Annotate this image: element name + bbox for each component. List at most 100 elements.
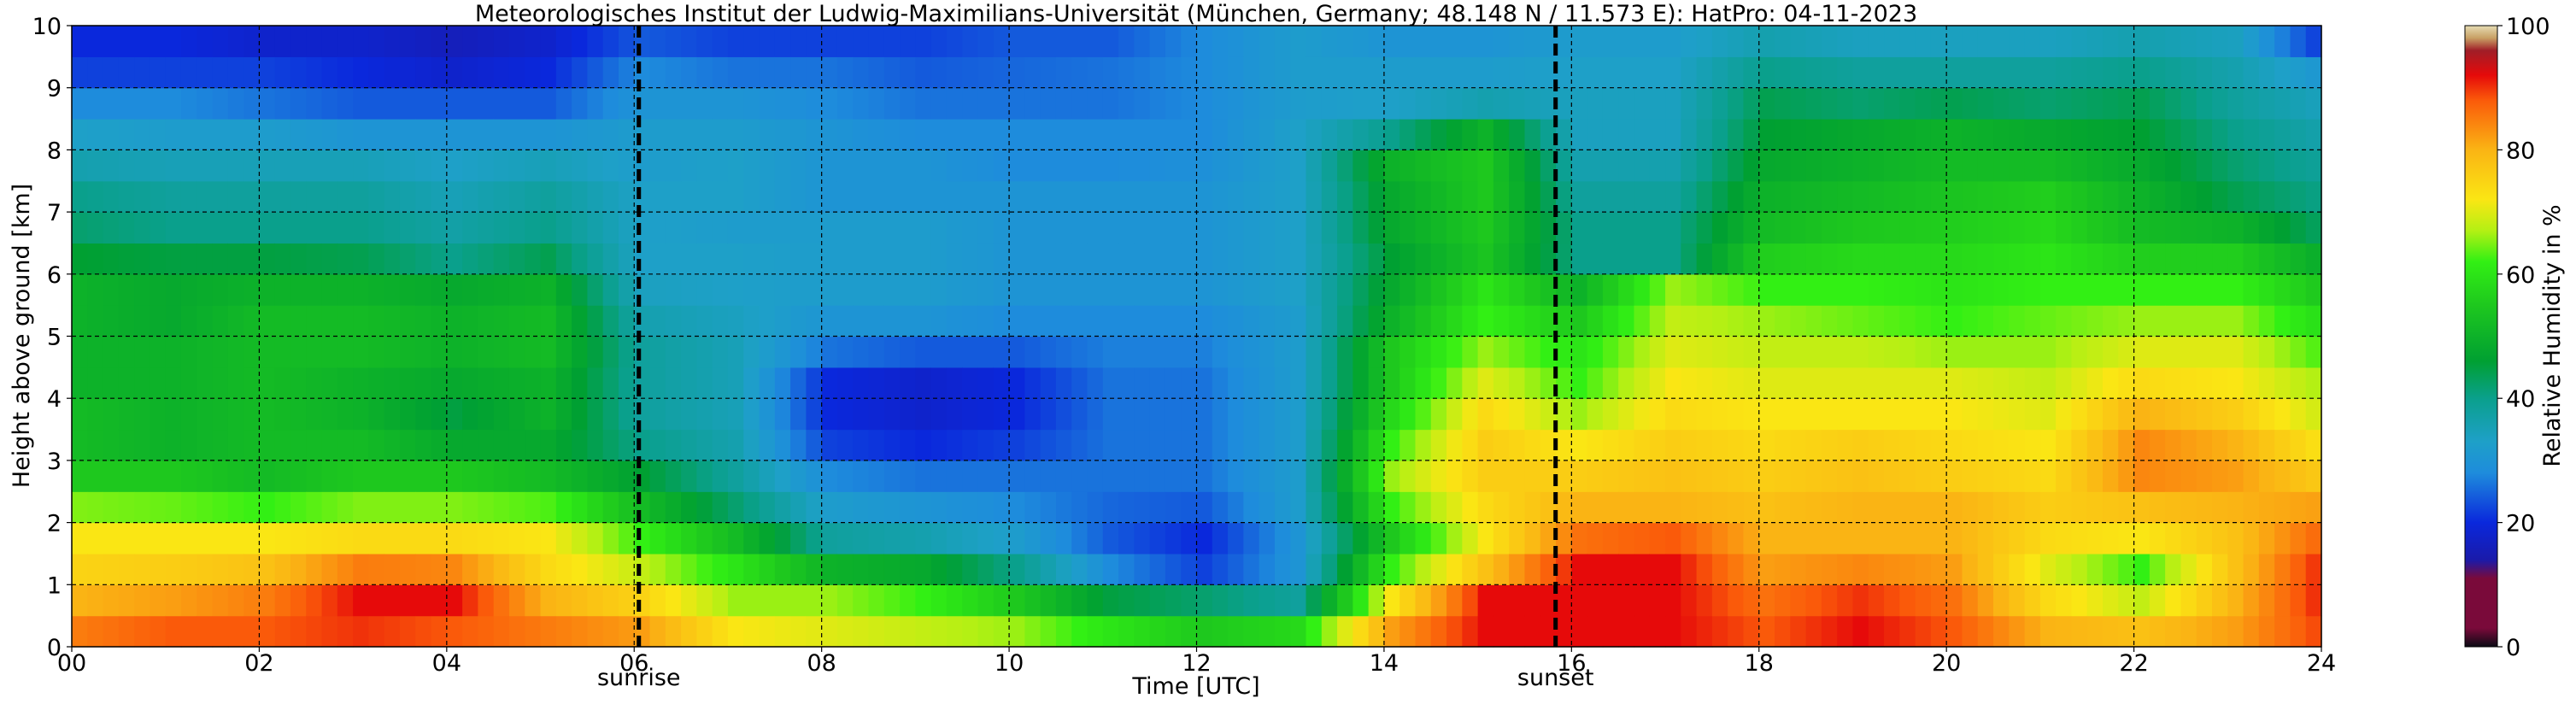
heatmap-cell [915, 243, 932, 275]
heatmap-cell [774, 553, 791, 585]
heatmap-cell [2103, 491, 2119, 524]
heatmap-cell [1430, 522, 1447, 554]
heatmap-cell [118, 460, 135, 492]
heatmap-cell [1040, 615, 1057, 648]
heatmap-cell [602, 491, 619, 524]
heatmap-cell [1649, 615, 1666, 648]
heatmap-cell [727, 336, 744, 368]
heatmap-cell [1962, 273, 1979, 306]
heatmap-cell [525, 398, 542, 431]
heatmap-cell [1852, 336, 1869, 368]
heatmap-cell [915, 212, 932, 244]
heatmap-cell [2212, 56, 2228, 89]
heatmap-cell [462, 180, 478, 213]
heatmap-cell [1024, 584, 1042, 617]
heatmap-cell [150, 398, 167, 431]
heatmap-cell [1899, 243, 1916, 275]
heatmap-cell [87, 305, 104, 337]
heatmap-cell [2086, 273, 2104, 306]
heatmap-cell [1243, 584, 1260, 617]
heatmap-cell [2290, 87, 2307, 120]
heatmap-cell [1321, 87, 1338, 120]
heatmap-cell [1681, 180, 1698, 213]
heatmap-cell [1118, 460, 1135, 492]
heatmap-cell [806, 429, 823, 461]
heatmap-cell [790, 56, 807, 89]
heatmap-cell [1243, 398, 1260, 431]
heatmap-cell [1337, 273, 1353, 306]
heatmap-cell [493, 305, 510, 337]
heatmap-cell [618, 553, 635, 585]
heatmap-cell [1852, 87, 1869, 120]
heatmap-cell [525, 615, 542, 648]
heatmap-cell [962, 119, 979, 150]
heatmap-cell [1087, 273, 1104, 306]
heatmap-cell [212, 491, 229, 524]
heatmap-cell [1383, 180, 1400, 213]
heatmap-cell [1649, 367, 1666, 399]
heatmap-cell [1134, 336, 1151, 368]
heatmap-cell [1821, 26, 1838, 57]
heatmap-cell [446, 615, 463, 648]
heatmap-cell [1009, 398, 1025, 431]
heatmap-cell [1602, 243, 1619, 275]
heatmap-cell [1805, 367, 1822, 399]
heatmap-cell [915, 26, 932, 57]
heatmap-cell [446, 460, 463, 492]
heatmap-cell [555, 243, 572, 275]
heatmap-cell [1009, 305, 1025, 337]
heatmap-cell [1430, 212, 1447, 244]
heatmap-cell [1243, 367, 1260, 399]
heatmap-cell [1775, 305, 1791, 337]
heatmap-cell [977, 305, 995, 337]
heatmap-cell [665, 429, 682, 461]
heatmap-cell [290, 150, 307, 182]
heatmap-cell [165, 367, 182, 399]
heatmap-cell [1399, 522, 1417, 554]
heatmap-cell [1165, 119, 1182, 150]
heatmap-cell [2039, 180, 2057, 213]
heatmap-cell [1649, 150, 1666, 182]
heatmap-cell [1696, 273, 1713, 306]
heatmap-cell [1618, 212, 1635, 244]
heatmap-cell [572, 336, 588, 368]
heatmap-cell [962, 398, 979, 431]
heatmap-cell [2103, 367, 2119, 399]
heatmap-cell [1571, 26, 1588, 57]
heatmap-cell [1368, 150, 1385, 182]
heatmap-cell [87, 429, 104, 461]
heatmap-cell [1243, 491, 1260, 524]
heatmap-cell [72, 273, 88, 306]
heatmap-cell [1430, 615, 1447, 648]
heatmap-cell [977, 615, 995, 648]
heatmap-cell [431, 336, 448, 368]
heatmap-cell [1009, 243, 1025, 275]
heatmap-cell [681, 398, 697, 431]
heatmap-cell [1884, 522, 1900, 554]
heatmap-cell [1306, 56, 1323, 89]
heatmap-cell [2056, 429, 2073, 461]
heatmap-cell [1306, 584, 1323, 617]
heatmap-cell [868, 119, 885, 150]
heatmap-cell [431, 615, 448, 648]
heatmap-cell [1462, 305, 1479, 337]
heatmap-cell [727, 305, 744, 337]
heatmap-cell [1274, 460, 1291, 492]
heatmap-cell [431, 212, 448, 244]
heatmap-cell [1462, 553, 1479, 585]
heatmap-cell [353, 150, 370, 182]
heatmap-cell [1290, 615, 1307, 648]
heatmap-cell [227, 273, 244, 306]
heatmap-cell [1228, 491, 1244, 524]
heatmap-cell [696, 243, 713, 275]
heatmap-cell [1681, 273, 1698, 306]
heatmap-cell [274, 615, 291, 648]
heatmap-cell [2149, 273, 2166, 306]
heatmap-cell [1446, 212, 1463, 244]
heatmap-cell [2118, 56, 2135, 89]
heatmap-cell [290, 273, 307, 306]
heatmap-cell [2133, 491, 2151, 524]
heatmap-cell [2149, 429, 2166, 461]
heatmap-cell [1181, 398, 1198, 431]
heatmap-cell [1743, 460, 1760, 492]
